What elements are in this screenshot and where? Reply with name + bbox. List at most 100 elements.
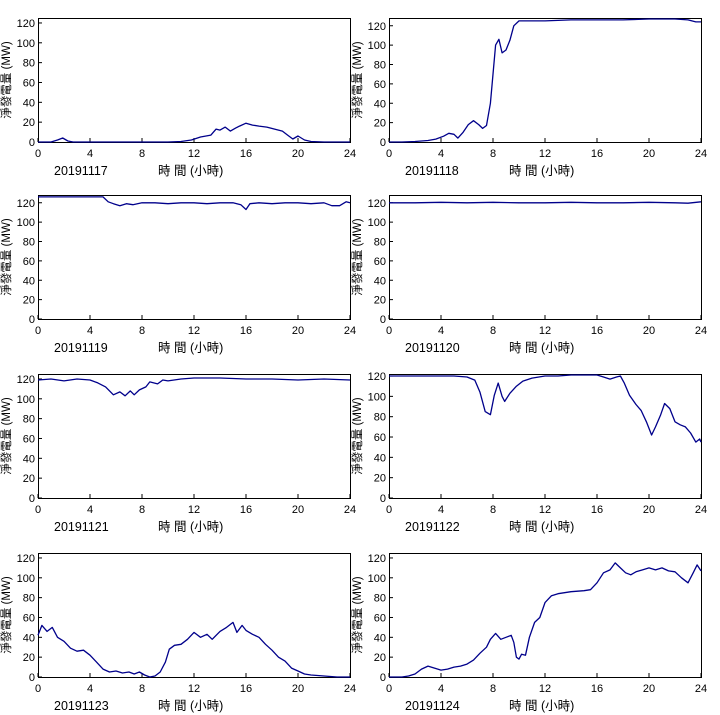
y-tick-label: 40 (23, 632, 35, 644)
x-axis-label: 時 間 (小時) (509, 520, 574, 534)
y-axis-label: 淨發電量 (MW) (350, 576, 364, 653)
y-tick-label: 0 (29, 137, 35, 149)
y-tick-label: 60 (374, 79, 386, 91)
y-tick-label: 100 (17, 394, 35, 406)
x-tick-label: 4 (87, 325, 93, 337)
y-tick-label: 60 (23, 433, 35, 445)
y-tick-label: 20 (23, 295, 35, 307)
x-tick-label: 0 (386, 325, 392, 337)
x-tick-label: 8 (139, 325, 145, 337)
y-tick-label: 80 (374, 60, 386, 72)
plot-frame (389, 195, 702, 320)
y-axis-label: 淨發電量 (MW) (0, 576, 13, 653)
x-tick-label: 0 (35, 148, 41, 160)
y-tick-label: 60 (374, 432, 386, 444)
x-axis-label: 時 間 (小時) (158, 164, 223, 178)
y-axis-label: 淨發電量 (MW) (0, 397, 13, 474)
x-tick-label: 20 (643, 148, 655, 160)
y-tick-label: 100 (17, 573, 35, 585)
x-tick-label: 12 (539, 148, 551, 160)
y-tick-label: 60 (374, 256, 386, 268)
x-tick-label: 0 (35, 504, 41, 516)
y-tick-label: 40 (374, 275, 386, 287)
x-tick-label: 12 (539, 504, 551, 516)
power-line (38, 122, 350, 143)
x-tick-label: 0 (386, 148, 392, 160)
y-tick-label: 100 (368, 573, 386, 585)
y-tick-label: 0 (380, 672, 386, 684)
plot-frame (389, 18, 702, 143)
y-tick-label: 120 (368, 553, 386, 565)
x-tick-label: 0 (386, 504, 392, 516)
x-tick-label: 20 (292, 325, 304, 337)
date-label: 20191117 (54, 164, 108, 178)
plot-frame (38, 195, 351, 320)
plot-frame (38, 374, 351, 499)
x-tick-label: 4 (87, 683, 93, 695)
x-tick-label: 12 (188, 148, 200, 160)
y-tick-label: 120 (368, 198, 386, 210)
y-tick-label: 0 (380, 137, 386, 149)
y-tick-label: 20 (23, 473, 35, 485)
x-tick-label: 8 (490, 325, 496, 337)
y-tick-label: 60 (23, 256, 35, 268)
y-axis-label: 淨發電量 (MW) (0, 41, 13, 118)
x-tick-label: 12 (188, 683, 200, 695)
x-tick-label: 8 (139, 148, 145, 160)
x-tick-label: 16 (240, 148, 252, 160)
x-tick-label: 20 (643, 504, 655, 516)
x-tick-label: 24 (344, 148, 356, 160)
y-tick-label: 100 (368, 40, 386, 52)
date-label: 20191121 (54, 520, 109, 534)
plot-frame (389, 374, 702, 499)
x-tick-label: 24 (695, 148, 707, 160)
x-tick-label: 16 (240, 683, 252, 695)
x-tick-label: 12 (188, 504, 200, 516)
y-tick-label: 40 (23, 453, 35, 465)
y-tick-label: 100 (368, 217, 386, 229)
x-tick-label: 20 (292, 148, 304, 160)
y-tick-label: 80 (374, 237, 386, 249)
chart-panel-20191118: 0 20 40 60 80 100 120 0 4 8 12 16 20 24 20191118 時 間 (小… (350, 18, 707, 178)
x-tick-label: 24 (695, 325, 707, 337)
power-line (389, 562, 702, 678)
x-tick-label: 12 (539, 325, 551, 337)
x-tick-label: 4 (438, 683, 444, 695)
y-tick-label: 100 (17, 217, 35, 229)
x-tick-label: 8 (490, 148, 496, 160)
x-tick-label: 0 (35, 325, 41, 337)
date-label: 20191118 (405, 164, 459, 178)
y-tick-label: 0 (29, 493, 35, 505)
date-label: 20191120 (405, 341, 460, 355)
x-tick-label: 16 (591, 504, 603, 516)
power-line (38, 196, 351, 211)
x-tick-label: 4 (87, 504, 93, 516)
chart-panel-20191124: 0 20 40 60 80 100 120 0 4 8 12 16 20 24 20191124 時 間 (小… (350, 553, 707, 713)
x-tick-label: 4 (438, 148, 444, 160)
x-tick-label: 12 (188, 325, 200, 337)
y-tick-label: 20 (374, 473, 386, 485)
x-tick-label: 8 (139, 683, 145, 695)
power-line (389, 374, 702, 443)
x-axis-label: 時 間 (小時) (158, 341, 223, 355)
chart-panel-20191122: 0 20 40 60 80 100 120 0 4 8 12 16 20 24 20191122 時 間 (小… (350, 371, 707, 534)
y-tick-label: 80 (374, 412, 386, 424)
x-tick-label: 24 (344, 325, 356, 337)
x-tick-label: 24 (695, 683, 707, 695)
x-tick-label: 8 (490, 504, 496, 516)
date-label: 20191123 (54, 699, 109, 713)
chart-panel-20191117: 0 20 40 60 80 100 120 0 4 8 12 16 20 24 20191117 時 間 (小… (0, 18, 356, 178)
y-axis-label: 淨發電量 (MW) (0, 218, 13, 295)
y-tick-label: 0 (29, 314, 35, 326)
date-label: 20191119 (54, 341, 108, 355)
x-tick-label: 16 (240, 504, 252, 516)
y-tick-label: 0 (380, 493, 386, 505)
x-tick-label: 8 (139, 504, 145, 516)
y-tick-label: 80 (23, 414, 35, 426)
x-tick-label: 24 (695, 504, 707, 516)
x-tick-label: 8 (490, 683, 496, 695)
y-axis-label: 淨發電量 (MW) (350, 41, 364, 118)
x-tick-label: 4 (438, 504, 444, 516)
y-tick-label: 100 (368, 391, 386, 403)
x-tick-label: 20 (643, 325, 655, 337)
